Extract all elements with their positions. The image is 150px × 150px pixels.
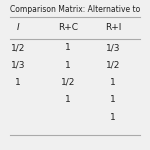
- Text: I: I: [16, 22, 19, 32]
- Text: 1/3: 1/3: [11, 61, 25, 70]
- Text: 1: 1: [15, 78, 21, 87]
- Text: R+C: R+C: [58, 22, 78, 32]
- Text: 1/2: 1/2: [11, 44, 25, 52]
- Text: R+I: R+I: [105, 22, 121, 32]
- Text: 1: 1: [110, 78, 116, 87]
- Text: 1: 1: [65, 95, 71, 104]
- Text: 1: 1: [110, 95, 116, 104]
- Text: Comparison Matrix: Alternative to: Comparison Matrix: Alternative to: [10, 4, 140, 14]
- Text: 1/3: 1/3: [106, 44, 120, 52]
- Text: 1: 1: [110, 112, 116, 122]
- Text: 1/2: 1/2: [61, 78, 75, 87]
- Text: 1: 1: [65, 44, 71, 52]
- Text: 1: 1: [65, 61, 71, 70]
- Text: 1/2: 1/2: [106, 61, 120, 70]
